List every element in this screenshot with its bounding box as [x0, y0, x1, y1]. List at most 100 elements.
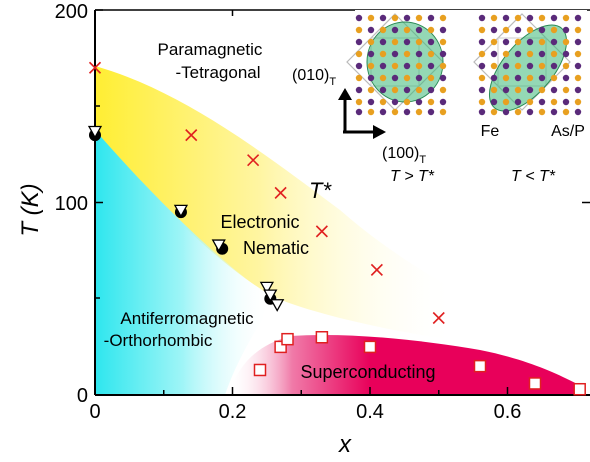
- inset-as-atom: [478, 38, 486, 46]
- inset-fe-atom: [526, 26, 534, 34]
- inset-as-atom: [391, 98, 399, 106]
- inset-as-atom: [367, 98, 375, 106]
- inset-fe-atom: [415, 86, 423, 94]
- inset-as-atom: [439, 98, 447, 106]
- data-markers: [87, 61, 586, 396]
- tc-square-marker: [281, 332, 294, 346]
- inset-fe-atom: [502, 50, 510, 58]
- inset-fe-atom: [367, 38, 375, 46]
- inset-fe-atom: [427, 98, 435, 106]
- inset-as-atom: [502, 62, 510, 70]
- x-tick-label: 0.2: [219, 401, 247, 423]
- inset-fe-atom: [355, 26, 363, 34]
- inset-fe-atom: [526, 74, 534, 82]
- nematic-region: [95, 66, 455, 340]
- inset-fe-atom: [391, 108, 399, 116]
- inset-as-atom: [562, 26, 570, 34]
- tstar-cross-marker: [274, 186, 287, 199]
- inset-as-atom: [415, 98, 423, 106]
- inset-as-atom: [403, 86, 411, 94]
- tn-triangle-marker: [270, 299, 285, 312]
- inset-fe-atom: [391, 62, 399, 70]
- x-axis-title: x: [338, 431, 352, 458]
- tc-square-marker: [253, 363, 267, 377]
- inset-fe-atom: [403, 98, 411, 106]
- inset-as-atom: [427, 14, 435, 22]
- inset-as-atom: [427, 108, 435, 116]
- inset-fe-atom: [379, 50, 387, 58]
- crystal-inset: (010)T (100)T T > T* T < T* Fe As/P: [292, 10, 587, 185]
- inset-as-atom: [415, 50, 423, 58]
- inset-fe-atom: [526, 98, 534, 106]
- sc-label: Superconducting: [300, 362, 435, 382]
- inset-fe-atom: [514, 62, 522, 70]
- inset-fe-atom: [574, 26, 582, 34]
- paramagnetic-label: -Tetragonal: [175, 63, 260, 82]
- inset-as-atom: [478, 62, 486, 70]
- tc-square-marker: [473, 359, 487, 373]
- inset-fe-atom: [478, 50, 486, 58]
- inset-fe-atom: [415, 62, 423, 70]
- inset-fe-atom: [415, 14, 423, 22]
- inset-fe-atom: [478, 98, 486, 106]
- inset-as-atom: [502, 14, 510, 22]
- inset-as-atom: [367, 26, 375, 34]
- inset-as-atom: [439, 26, 447, 34]
- inset-fe-atom: [415, 38, 423, 46]
- inset-fe-atom: [502, 26, 510, 34]
- inset-as-atom: [538, 74, 546, 82]
- inset-as-atom: [514, 98, 522, 106]
- inset-as-atom: [550, 62, 558, 70]
- tc-square-marker: [315, 331, 329, 344]
- inset-fe-atom: [526, 50, 534, 58]
- inset-condition-left: T > T*: [390, 168, 435, 185]
- inset-as-atom: [403, 38, 411, 46]
- inset-as-atom: [526, 38, 534, 46]
- tstar-cross-marker: [432, 311, 445, 325]
- inset-as-atom: [490, 50, 498, 58]
- inset-fe-atom: [490, 62, 498, 70]
- inset-as-atom: [526, 62, 534, 70]
- tn-triangle-marker: [211, 239, 226, 253]
- inset-fe-atom: [439, 108, 447, 116]
- nematic-label: Nematic: [243, 238, 309, 258]
- inset-as-atom: [355, 86, 363, 94]
- tc-square-marker: [573, 382, 586, 396]
- tstar-cross-marker: [370, 263, 383, 276]
- inset-as-atom: [379, 38, 387, 46]
- inset-fe-atom: [478, 26, 486, 34]
- inset-fe-atom: [562, 14, 570, 22]
- inset-as-atom: [379, 14, 387, 22]
- inset-as-atom: [355, 108, 363, 116]
- inset-fe-atom: [514, 38, 522, 46]
- paramagnetic-label: Paramagnetic: [158, 40, 263, 59]
- inset-fe-atom: [367, 108, 375, 116]
- afm-label: Antiferromagnetic: [120, 309, 254, 328]
- inset-fe-atom: [514, 14, 522, 22]
- inset-as-atom: [562, 98, 570, 106]
- inset-as-atom: [574, 14, 582, 22]
- inset-as-atom: [550, 38, 558, 46]
- inset-fe-label: Fe: [481, 123, 500, 140]
- inset-fe-atom: [439, 14, 447, 22]
- inset-as-atom: [502, 86, 510, 94]
- inset-as-atom: [391, 74, 399, 82]
- x-tick-label: 0.4: [356, 401, 384, 423]
- inset-fe-atom: [403, 50, 411, 58]
- inset-arrowhead-x: [373, 125, 386, 139]
- inset-fe-atom: [379, 26, 387, 34]
- inset-as-label: As/P: [551, 123, 585, 140]
- tc-square-marker: [363, 340, 377, 354]
- inset-as-atom: [514, 74, 522, 82]
- inset-fe-atom: [562, 108, 570, 116]
- inset-atoms: [355, 14, 582, 116]
- inset-axis-x-label: (100)T: [382, 145, 426, 166]
- inset-as-atom: [562, 50, 570, 58]
- inset-fe-atom: [391, 38, 399, 46]
- inset-fe-atom: [550, 74, 558, 82]
- inset-as-atom: [574, 108, 582, 116]
- tstar-cross-marker: [247, 154, 260, 167]
- inset-as-atom: [550, 14, 558, 22]
- inset-fe-atom: [355, 98, 363, 106]
- inset-fe-atom: [391, 14, 399, 22]
